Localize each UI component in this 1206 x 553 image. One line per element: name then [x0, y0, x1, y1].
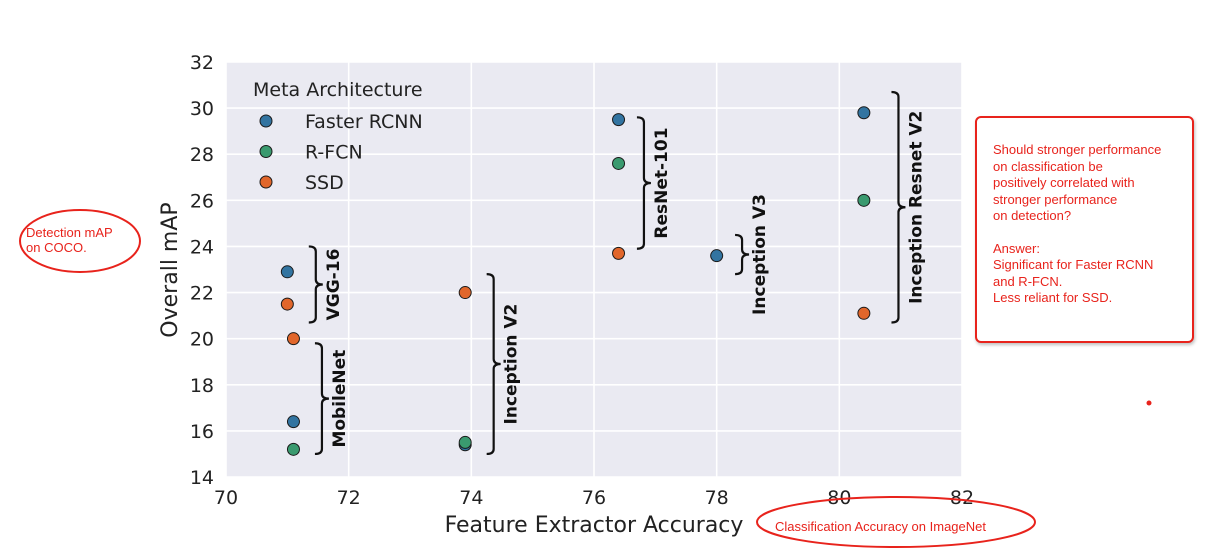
legend-marker: [259, 175, 273, 189]
x-tick-label: 80: [827, 487, 851, 509]
xlabel-note: Classification Accuracy on ImageNet: [775, 519, 986, 534]
ylabel-note-line-1: Detection mAP: [26, 225, 113, 240]
data-point: [286, 415, 300, 429]
legend: Meta Architecture Faster RCNN R-FCN SSD: [253, 79, 423, 194]
red-dot: [1146, 400, 1152, 406]
group-label: VGG-16: [324, 249, 344, 321]
group-label: MobileNet: [330, 350, 350, 448]
y-tick-label: 14: [190, 467, 214, 489]
y-tick-label: 16: [190, 421, 214, 443]
y-tick-label: 32: [190, 52, 214, 74]
x-axis-title: Feature Extractor Accuracy: [445, 513, 744, 538]
tick-labels: 70 72 74 76 78 80 82 14 16 18 20 22 24 26 28 30 32: [190, 52, 974, 509]
data-point: [612, 113, 626, 127]
data-point: [612, 246, 626, 260]
answer-line: Less reliant for SSD.: [993, 290, 1113, 305]
legend-entry: R-FCN: [305, 142, 363, 164]
x-tick-label: 82: [950, 487, 974, 509]
xlabel-note-circle: [756, 496, 1036, 548]
data-point: [280, 265, 294, 279]
group-label: Inception Resnet V2: [906, 111, 926, 304]
group-braces: VGG-16 MobileNet Inception V2 ResNet-101 Inc…: [308, 90, 926, 456]
data-point: [857, 306, 871, 320]
data-point: [710, 249, 724, 263]
legend-title: Meta Architecture: [253, 79, 423, 101]
question-line: on classification be: [993, 158, 1103, 174]
group-brace: [636, 116, 651, 250]
legend-marker: [259, 114, 273, 128]
group-label: Inception V3: [750, 194, 770, 315]
data-point: [857, 193, 871, 207]
data-points: [280, 106, 871, 456]
answer-line: Answer:: [993, 240, 1040, 256]
question-line: on detection?: [993, 208, 1072, 223]
data-point: [458, 435, 472, 449]
group-brace: [314, 342, 329, 456]
annotation-box: Should stronger performance on classific…: [975, 116, 1194, 343]
y-tick-label: 22: [190, 283, 214, 305]
x-tick-label: 70: [214, 487, 238, 509]
answer-line: and R-FCN.: [993, 273, 1063, 289]
spacer: [993, 225, 1186, 241]
data-point: [857, 106, 871, 120]
data-point: [286, 442, 300, 456]
ylabel-note-line-2: on COCO.: [26, 240, 87, 255]
y-tick-label: 28: [190, 144, 214, 166]
y-tick-label: 26: [190, 190, 214, 212]
group-brace: [308, 245, 323, 324]
y-tick-label: 20: [190, 329, 214, 351]
data-point: [280, 297, 294, 311]
y-tick-label: 30: [190, 98, 214, 120]
x-tick-label: 78: [705, 487, 729, 509]
ylabel-note-circle: [19, 209, 141, 273]
question-line: Should stronger performance: [993, 142, 1162, 157]
x-tick-label: 76: [582, 487, 606, 509]
x-tick-label: 72: [337, 487, 361, 509]
legend-marker: [259, 145, 273, 158]
group-label: ResNet-101: [652, 127, 672, 238]
question-line: stronger performance: [993, 191, 1118, 207]
data-point: [458, 286, 472, 300]
legend-entry: SSD: [305, 172, 344, 194]
answer-line: Significant for Faster RCNN: [993, 257, 1154, 272]
data-point: [612, 156, 626, 170]
group-label: Inception V2: [502, 304, 522, 425]
grid-lines: [225, 61, 963, 478]
y-tick-label: 18: [190, 375, 214, 397]
y-tick-label: 24: [190, 236, 214, 258]
x-tick-label: 74: [459, 487, 483, 509]
y-axis-title: Overall mAP: [158, 202, 183, 337]
question-line: positively correlated with: [993, 175, 1135, 190]
legend-entry: Faster RCNN: [305, 111, 423, 133]
data-point: [286, 332, 300, 346]
